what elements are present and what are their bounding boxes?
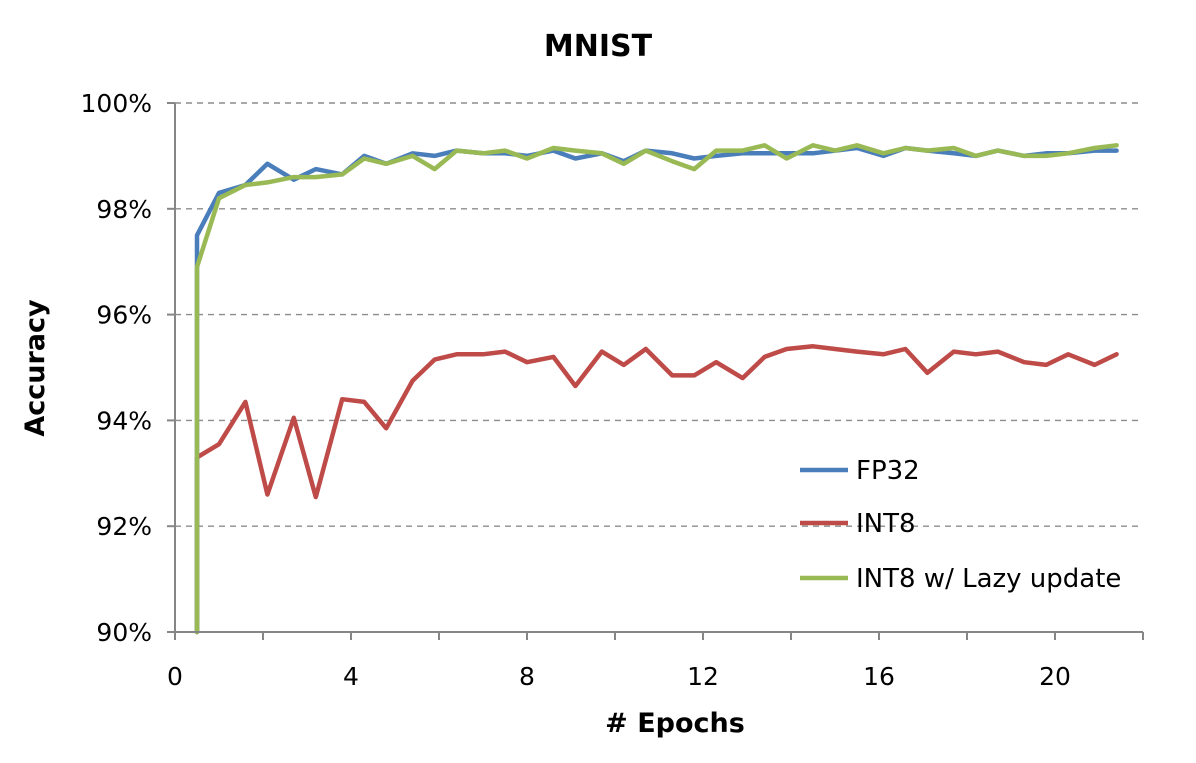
y-tick-labels: 90% 92% 94% 96% 98% 100% — [81, 89, 152, 647]
x-tick-label: 20 — [1039, 662, 1071, 691]
y-tick-label: 90% — [96, 618, 152, 647]
x-tick-labels: 0 4 8 12 16 20 — [167, 662, 1071, 691]
gridlines — [175, 102, 1143, 527]
y-tick-label: 92% — [96, 512, 152, 541]
legend: FP32 INT8 INT8 w/ Lazy update — [800, 456, 1121, 594]
y-tick-label: 96% — [96, 301, 152, 330]
x-tick-label: 4 — [343, 662, 359, 691]
y-axis-label: Accuracy — [20, 299, 51, 437]
series-lines — [194, 143, 1119, 635]
x-tick-label: 12 — [687, 662, 719, 691]
series-line-0 — [194, 145, 1119, 635]
axes — [167, 102, 1144, 640]
y-tick-label: 98% — [96, 195, 152, 224]
y-tick-label: 94% — [96, 406, 152, 435]
legend-label: FP32 — [856, 456, 920, 486]
y-tick-label: 100% — [81, 89, 152, 118]
x-axis-label: # Epochs — [605, 708, 745, 739]
chart-title: MNIST — [544, 29, 653, 64]
legend-label: INT8 — [856, 509, 916, 539]
x-tick-label: 8 — [519, 662, 535, 691]
series-line-2 — [194, 143, 1119, 635]
legend-label: INT8 w/ Lazy update — [856, 564, 1121, 594]
x-tick-label: 16 — [863, 662, 895, 691]
series-line-1 — [194, 344, 1119, 635]
x-tick-label: 0 — [167, 662, 183, 691]
